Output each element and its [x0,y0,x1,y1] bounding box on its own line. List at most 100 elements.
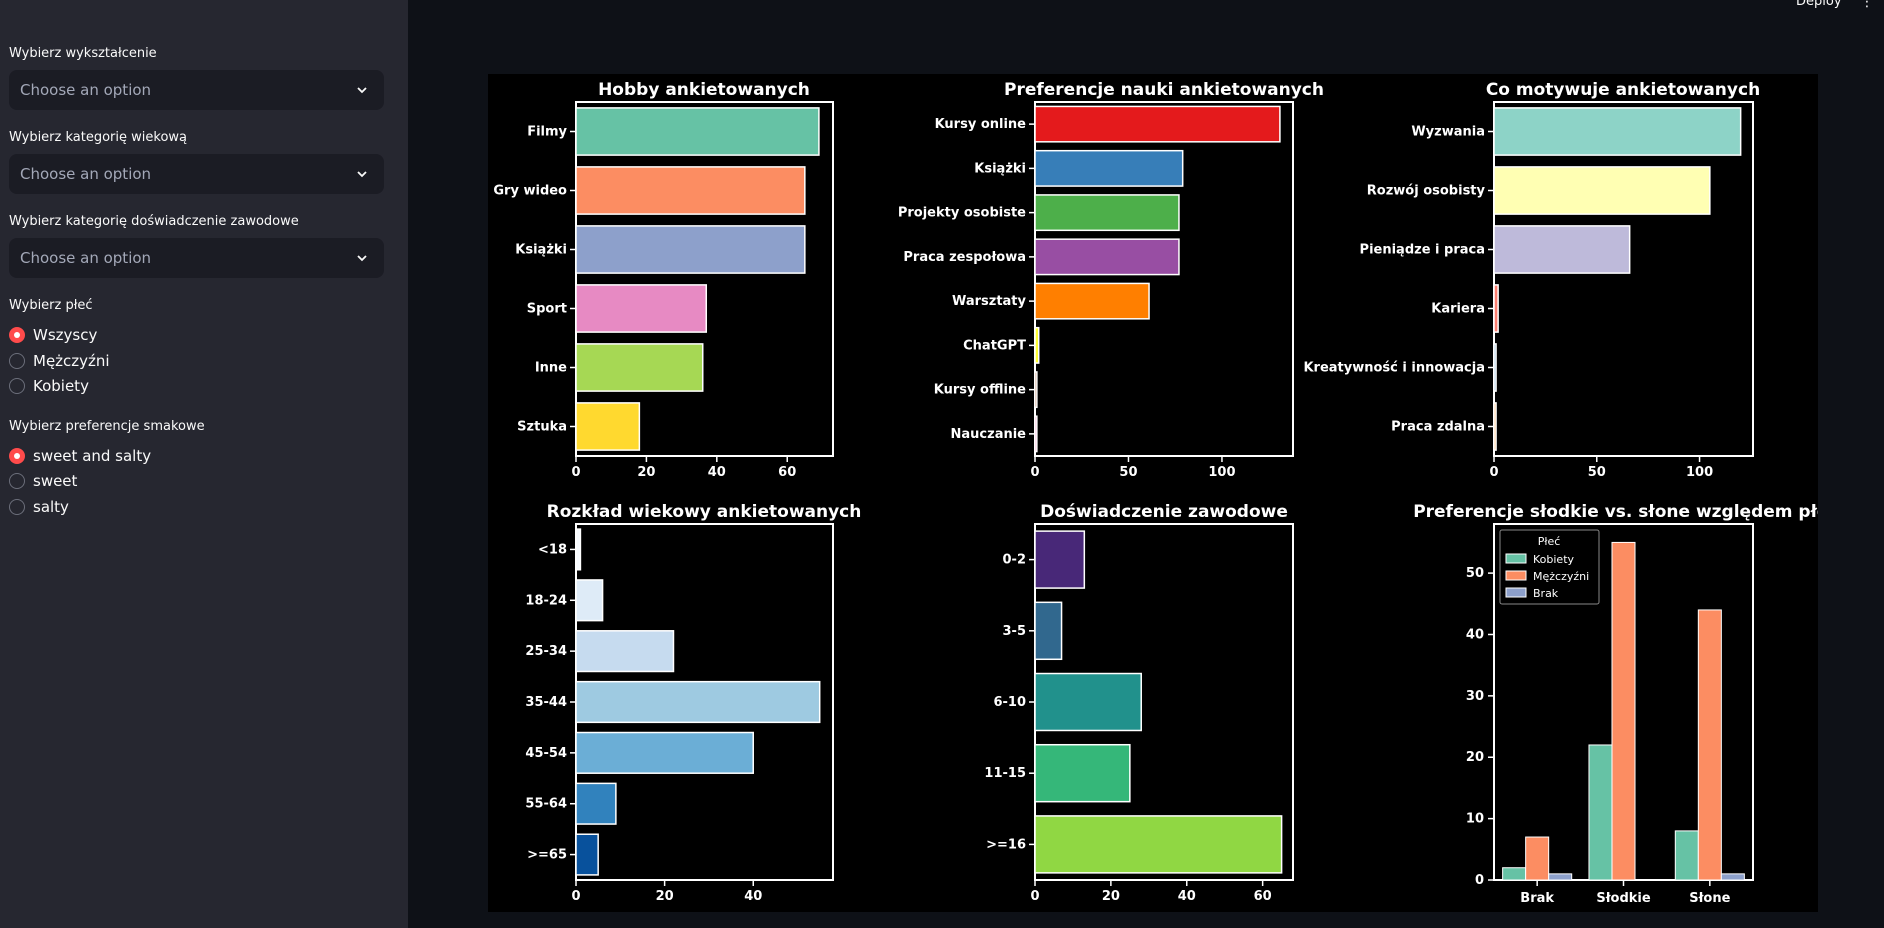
gender-option-label: Kobiety [33,377,89,395]
x-tick-label: 100 [1208,465,1235,480]
chart-title: Co motywuje ankietowanych [1486,80,1760,100]
y-tick-label: 25-34 [525,644,567,659]
age-select[interactable]: Choose an option [9,154,384,194]
legend-title: Płeć [1538,535,1561,548]
x-tick-label: Słone [1689,891,1730,906]
bar [1720,873,1745,881]
y-tick-label: Kariera [1431,302,1485,317]
deploy-button[interactable]: Deploy [1796,0,1842,9]
y-tick-label: Nauczanie [951,427,1027,442]
y-tick-label: Praca zdalna [1391,420,1485,435]
y-tick-label: Warsztaty [952,294,1027,309]
y-tick-label: 11-15 [984,766,1026,781]
y-tick-label: 50 [1466,566,1484,581]
bar [1034,815,1283,874]
bar [1493,284,1499,333]
charts-svg: Hobby ankietowanych Filmy Gry wideo Książki… [493,80,1818,906]
y-tick-label: Projekty osobiste [898,206,1026,221]
chart-title: Preferencje słodkie vs. słone względem p… [1413,502,1818,522]
chevron-down-icon [357,171,367,178]
x-tick-label: 50 [1588,465,1606,480]
chart-title: Preferencje nauki ankietowanych [1004,80,1324,100]
legend-swatch [1505,587,1527,598]
x-tick-label: 0 [571,889,580,904]
bar [575,579,604,622]
bar [1034,149,1184,187]
y-tick-label: Praca zespołowa [903,250,1026,265]
x-tick-label: 0 [1030,889,1039,904]
bar [1034,672,1142,732]
kebab-menu-icon[interactable]: ⋮ [1860,0,1874,10]
y-tick-label: >=16 [986,837,1026,852]
legend-swatch [1505,553,1527,564]
gender-label: Wybierz płeć [9,298,93,313]
x-tick-label: 0 [1030,465,1039,480]
y-tick-label: >=65 [527,848,567,863]
legend-swatch [1505,570,1527,581]
taste-option-label: sweet [33,472,78,490]
bar [1034,326,1040,364]
bar [1674,830,1699,881]
y-tick-label: Sport [527,302,567,317]
bar [575,731,754,774]
y-tick-label: 35-44 [525,695,567,710]
bar [1493,225,1631,274]
bar [575,284,708,333]
y-tick-label: Kreatywność i innowacja [1303,361,1485,376]
gender-option-label: Wszyscy [33,326,98,344]
y-tick-label: Pieniądze i praca [1360,243,1485,258]
bar [1034,371,1038,409]
bar [575,166,806,215]
bar [575,225,806,274]
y-tick-label: 18-24 [525,593,567,608]
experience-select[interactable]: Choose an option [9,238,384,278]
y-tick-label: Kursy offline [934,383,1026,398]
bar [575,528,582,571]
plot-frame [1034,101,1294,457]
radio-selected-icon [9,448,25,464]
plot-frame [575,101,834,457]
bar [575,833,599,876]
chart-title: Rozkład wiekowy ankietowanych [547,502,862,522]
bar [575,782,617,825]
x-tick-label: 40 [1178,889,1196,904]
y-tick-label: 55-64 [525,797,567,812]
y-tick-label: 20 [1466,750,1484,765]
y-tick-label: Filmy [527,125,567,140]
taste-label: Wybierz preferencje smakowe [9,419,205,434]
radio-unselected-icon [9,499,25,515]
x-tick-label: 60 [778,465,796,480]
y-tick-label: Inne [535,361,567,376]
taste-option-label: sweet and salty [33,447,152,465]
bar [1034,530,1086,589]
legend-label: Kobiety [1533,553,1575,566]
chevron-down-icon [357,87,367,94]
bar [1493,107,1742,156]
taste-option-label: salty [33,498,69,516]
y-tick-label: Kursy online [935,117,1027,132]
bar [1034,601,1063,661]
gender-option-label: Mężczyźni [33,352,110,370]
x-tick-label: 20 [637,465,655,480]
experience-placeholder: Choose an option [20,249,152,267]
bar [1611,541,1636,881]
education-placeholder: Choose an option [20,81,152,99]
legend-label: Mężczyźni [1533,570,1589,583]
bar [575,107,820,156]
radio-unselected-icon [9,378,25,394]
radio-selected-icon [9,327,25,343]
legend-box [1499,529,1600,605]
plot-frame [1493,101,1754,457]
x-tick-label: 20 [1102,889,1120,904]
bar [1034,743,1131,803]
bar [1548,873,1573,881]
radio-unselected-icon [9,473,25,489]
x-tick-label: Brak [1520,891,1554,906]
x-tick-label: Słodkie [1596,891,1651,906]
bar [1493,402,1497,451]
bar [1588,744,1613,881]
x-tick-label: 50 [1119,465,1137,480]
y-tick-label: Książki [974,161,1026,176]
x-tick-label: 20 [656,889,674,904]
education-select[interactable]: Choose an option [9,70,384,110]
